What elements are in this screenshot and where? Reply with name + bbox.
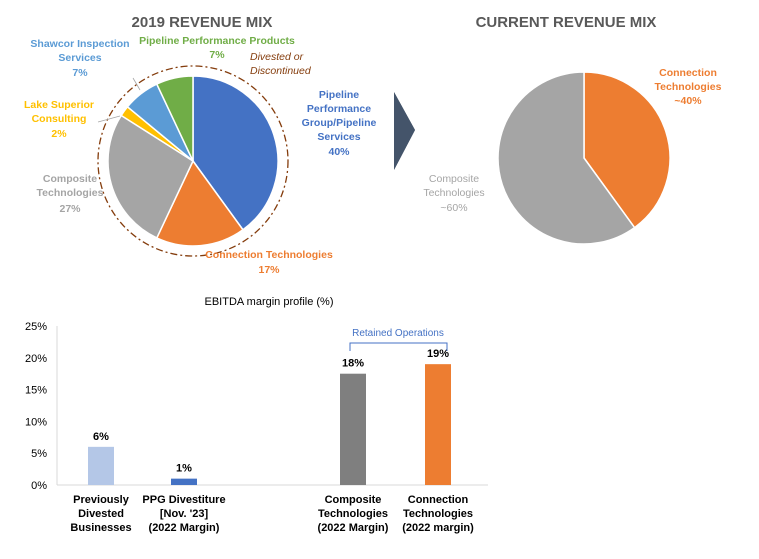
bar-3 xyxy=(425,364,451,485)
x-category-label: Businesses xyxy=(70,522,131,534)
bar-data-labels: 6% 1% 18% 19% xyxy=(93,348,449,474)
slice-value: ~40% xyxy=(674,95,702,107)
pie-2019-slice-2 xyxy=(107,114,194,239)
slice-label: Technologies xyxy=(655,81,722,93)
y-tick-label: 20% xyxy=(25,353,47,365)
slice-label: Services xyxy=(317,131,360,143)
x-category-label: Technologies xyxy=(403,508,473,520)
x-category-label: (2022 Margin) xyxy=(318,522,389,534)
slice-label: Connection xyxy=(659,67,717,79)
pie-2019-label-ppp: Pipeline Performance Products 7% xyxy=(139,35,295,61)
pie-current: CURRENT REVENUE MIX Connection Technolog… xyxy=(423,14,722,245)
y-tick-label: 10% xyxy=(25,416,47,428)
x-category-label: Previously xyxy=(73,494,130,506)
slice-label: Lake Superior xyxy=(24,99,94,111)
x-category-label: (2022 Margin) xyxy=(149,522,220,534)
pie-2019-label-pipeline-services: Pipeline Performance Group/Pipeline Serv… xyxy=(302,89,377,158)
x-category-label: Connection xyxy=(408,494,469,506)
bar-marks xyxy=(88,364,451,485)
pie-2019-slice-5 xyxy=(155,75,194,162)
pie-2019-slice-1 xyxy=(155,159,245,247)
slice-label: Shawcor Inspection xyxy=(30,38,129,50)
y-tick-label: 5% xyxy=(31,448,47,460)
x-category-label: Technologies xyxy=(318,508,388,520)
slice-label: Group/Pipeline xyxy=(302,117,377,129)
slice-value: ~60% xyxy=(440,202,467,214)
y-tick-label: 15% xyxy=(25,385,47,397)
y-axis: 0% 5% 10% 15% 20% 25% xyxy=(25,321,488,492)
slice-label: Consulting xyxy=(32,113,87,125)
x-category-label: Composite xyxy=(325,494,382,506)
pie-current-slice-0 xyxy=(583,71,671,229)
bar-chart-title: EBITDA margin profile (%) xyxy=(205,296,334,308)
pie-current-slice-1 xyxy=(497,71,636,245)
slice-label: Technologies xyxy=(423,187,484,199)
chevron-right-icon xyxy=(394,92,415,170)
pie-2019-slices xyxy=(107,75,279,247)
pie-2019-title: 2019 REVENUE MIX xyxy=(132,14,273,31)
slice-value: 40% xyxy=(328,146,350,158)
pie-current-slices xyxy=(497,71,671,245)
pie-current-title: CURRENT REVENUE MIX xyxy=(476,14,657,31)
bar-data-label: 18% xyxy=(342,358,364,370)
pie-2019-slice-0 xyxy=(192,75,279,231)
slice-value: 7% xyxy=(209,49,225,61)
divested-outline xyxy=(97,65,289,257)
pie-2019-label-shawcor: Shawcor Inspection Services 7% xyxy=(30,38,129,79)
slice-label: Pipeline Performance Products xyxy=(139,35,295,47)
pie-2019-label-lake-superior: Lake Superior Consulting 2% xyxy=(24,99,94,140)
pie-2019: 2019 REVENUE MIX Divested or Discontinue… xyxy=(24,14,377,276)
slice-label: Pipeline xyxy=(319,89,359,101)
slice-label: Services xyxy=(58,52,101,64)
slice-value: 17% xyxy=(258,264,280,276)
slice-label: Composite xyxy=(429,173,479,185)
bar-data-label: 6% xyxy=(93,431,109,443)
bar-data-label: 1% xyxy=(176,463,192,475)
pie-current-label-connection: Connection Technologies ~40% xyxy=(655,67,722,107)
slice-label: Performance xyxy=(307,103,371,115)
pie-2019-label-connection: Connection Technologies 17% xyxy=(205,249,333,276)
x-category-label: [Nov. '23] xyxy=(160,508,209,520)
bar-chart-ebitda: EBITDA margin profile (%) 0% 5% 10% 15% 20% 2… xyxy=(25,296,488,534)
pie-2019-label-composite: Composite Technologies 27% xyxy=(37,173,104,215)
slice-label: Composite xyxy=(43,173,97,185)
y-tick-label: 25% xyxy=(25,321,47,333)
divested-annotation-line-2: Discontinued xyxy=(250,65,312,77)
bracket-label: Retained Operations xyxy=(352,328,444,339)
bar-1 xyxy=(171,478,197,485)
x-category-label: PPG Divestiture xyxy=(142,494,225,506)
bar-data-label: 19% xyxy=(427,348,449,360)
bar-0 xyxy=(88,446,114,485)
x-category-label: (2022 margin) xyxy=(402,522,474,534)
pie-2019-leader-lines xyxy=(97,77,141,123)
divested-annotation-line-1: Divested or xyxy=(250,51,304,63)
slice-value: 2% xyxy=(51,128,67,140)
slice-label: Technologies xyxy=(37,187,104,199)
slice-label: Connection Technologies xyxy=(205,249,333,261)
bar-2 xyxy=(340,373,366,485)
x-axis-categories: Previously Divested Businesses PPG Divestit… xyxy=(70,494,474,534)
x-category-label: Divested xyxy=(78,508,124,520)
slice-value: 7% xyxy=(72,67,88,79)
slice-value: 27% xyxy=(59,203,81,215)
retained-operations-bracket: Retained Operations xyxy=(349,328,448,351)
y-tick-label: 0% xyxy=(31,480,47,492)
pie-current-label-composite: Composite Technologies ~60% xyxy=(423,173,484,214)
